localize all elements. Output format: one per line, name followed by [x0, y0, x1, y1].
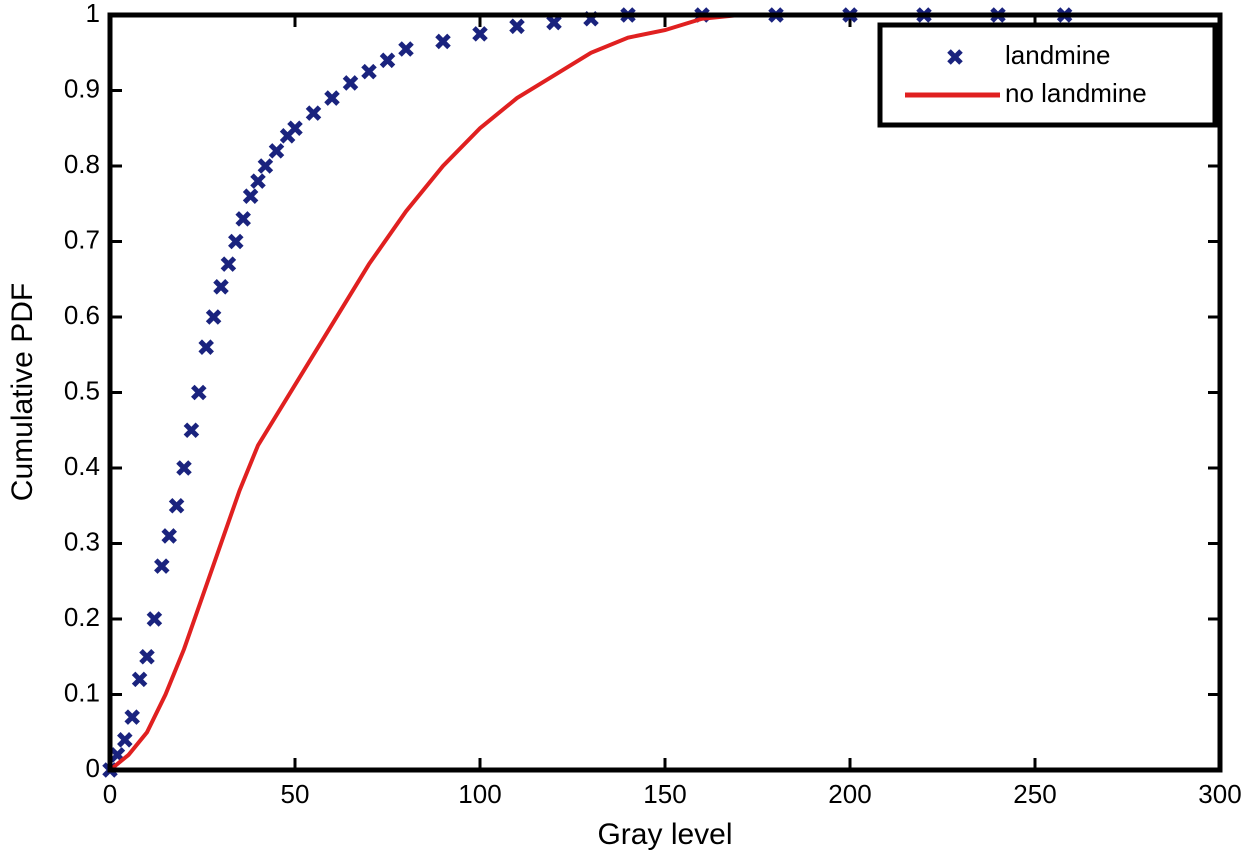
marker — [287, 120, 303, 137]
marker — [168, 497, 185, 514]
x-tick-label: 150 — [643, 779, 686, 809]
x-tick-label: 100 — [458, 779, 501, 809]
x-axis-label: Gray level — [597, 818, 732, 851]
y-tick-label: 0.8 — [64, 149, 100, 179]
marker — [131, 671, 148, 688]
x-tick-label: 200 — [828, 779, 871, 809]
marker — [183, 422, 200, 439]
marker — [379, 52, 396, 69]
marker — [176, 460, 192, 476]
marker — [154, 558, 170, 574]
legend-label: no landmine — [1005, 78, 1147, 108]
y-tick-label: 0.3 — [64, 526, 100, 556]
marker — [250, 173, 266, 189]
legend-label: landmine — [1005, 40, 1111, 70]
marker — [361, 63, 377, 80]
marker — [213, 279, 229, 295]
series-line — [108, 13, 1065, 772]
plot-frame — [107, 12, 1223, 773]
marker — [220, 256, 237, 272]
marker — [546, 14, 562, 31]
y-tick-label: 0.7 — [64, 224, 100, 254]
marker — [146, 611, 163, 627]
marker — [268, 143, 285, 159]
y-tick-label: 0.6 — [64, 300, 100, 330]
x-tick-label: 0 — [103, 779, 117, 809]
marker — [139, 648, 155, 665]
y-tick-label: 0.1 — [64, 677, 100, 707]
y-tick-label: 0.4 — [64, 451, 100, 481]
x-tick-label: 250 — [1013, 779, 1056, 809]
marker — [228, 233, 244, 250]
marker — [435, 33, 451, 50]
marker — [235, 211, 251, 227]
marker — [324, 90, 340, 106]
marker — [205, 309, 222, 325]
marker — [191, 384, 207, 401]
x-tick-label: 50 — [281, 779, 310, 809]
marker — [305, 105, 322, 121]
marker — [257, 158, 274, 174]
marker — [242, 188, 259, 204]
y-tick-label: 0.9 — [64, 73, 100, 103]
y-axis-label: Cumulative PDF — [6, 283, 39, 501]
legend-marker — [947, 49, 963, 65]
marker — [509, 18, 525, 35]
marker — [161, 528, 177, 544]
marker — [117, 732, 133, 748]
legend-box — [877, 22, 1218, 128]
marker — [124, 709, 140, 725]
y-tick-label: 1 — [86, 0, 100, 28]
y-tick-label: 0 — [86, 753, 100, 783]
marker — [398, 41, 414, 57]
y-tick-label: 0.2 — [64, 602, 100, 632]
y-tick-label: 0.5 — [64, 375, 100, 405]
marker — [198, 339, 214, 355]
marker — [472, 26, 488, 42]
marker — [342, 75, 359, 91]
x-tick-label: 300 — [1198, 779, 1241, 809]
